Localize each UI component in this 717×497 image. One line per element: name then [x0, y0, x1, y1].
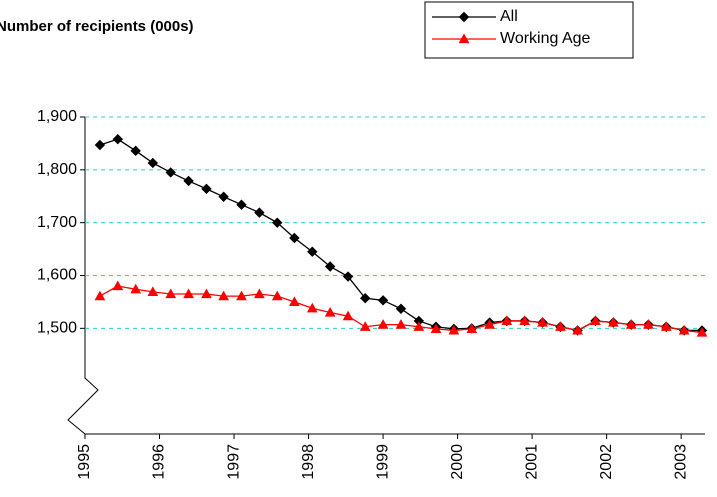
chart-subtitle: Number of recipients (000s): [0, 18, 194, 35]
marker: [590, 315, 601, 326]
marker: [130, 283, 142, 294]
marker: [94, 139, 106, 151]
marker: [430, 323, 442, 333]
marker: [218, 290, 229, 301]
marker: [625, 319, 637, 329]
marker: [236, 290, 247, 301]
x-tick-label: 1997: [225, 444, 242, 480]
legend-marker: [458, 33, 470, 44]
marker: [484, 319, 495, 329]
legend-label: Working Age: [500, 30, 591, 47]
x-tick-label: 2003: [672, 444, 689, 480]
marker: [201, 183, 212, 195]
marker: [306, 302, 318, 313]
marker: [272, 217, 283, 228]
legend-label: All: [500, 8, 518, 25]
marker: [696, 327, 708, 337]
marker: [307, 246, 318, 257]
marker: [572, 324, 583, 335]
marker: [377, 319, 389, 329]
marker: [413, 321, 425, 331]
marker: [218, 191, 229, 202]
marker: [359, 293, 371, 304]
x-tick-label: 1999: [374, 444, 391, 480]
marker: [165, 288, 177, 299]
marker: [94, 290, 106, 301]
x-tick-label: 2002: [598, 444, 615, 480]
legend-box: [424, 1, 634, 59]
marker: [555, 321, 566, 331]
marker: [147, 157, 159, 169]
y-tick-label: 1,700: [37, 214, 77, 231]
marker: [448, 324, 460, 335]
x-tick-label: 2000: [449, 444, 466, 480]
marker: [359, 321, 371, 331]
marker: [660, 321, 672, 331]
marker: [377, 295, 389, 306]
y-tick-label: 1,900: [37, 108, 77, 125]
marker: [501, 315, 513, 326]
marker: [395, 319, 407, 329]
marker: [324, 261, 336, 272]
marker: [147, 286, 159, 296]
marker: [519, 315, 531, 326]
marker: [466, 323, 478, 333]
marker: [289, 296, 300, 307]
x-tick-label: 1995: [76, 444, 93, 480]
marker: [130, 145, 141, 157]
y-tick-label: 1,600: [37, 267, 77, 284]
y-axis: [67, 117, 99, 435]
x-tick-label: 1998: [300, 444, 317, 480]
marker: [271, 290, 283, 301]
y-tick-label: 1,800: [37, 161, 77, 178]
marker: [236, 199, 247, 210]
marker: [324, 306, 336, 317]
marker: [678, 324, 690, 335]
marker: [395, 303, 407, 314]
marker: [112, 133, 123, 145]
series-line: [99, 138, 703, 332]
y-tick-label: 1,500: [37, 320, 77, 337]
marker: [254, 288, 265, 299]
x-tick-label: 2001: [523, 444, 540, 480]
marker: [112, 280, 124, 291]
marker: [607, 316, 619, 327]
legend-marker: [458, 11, 470, 23]
marker: [165, 167, 176, 178]
marker: [342, 271, 354, 282]
marker: [254, 207, 265, 218]
x-tick-label: 1996: [151, 444, 168, 480]
marker: [537, 316, 548, 327]
marker: [643, 319, 654, 329]
marker: [201, 288, 212, 299]
marker: [342, 310, 354, 321]
marker: [289, 232, 300, 244]
marker: [183, 175, 194, 187]
marker: [183, 288, 194, 299]
